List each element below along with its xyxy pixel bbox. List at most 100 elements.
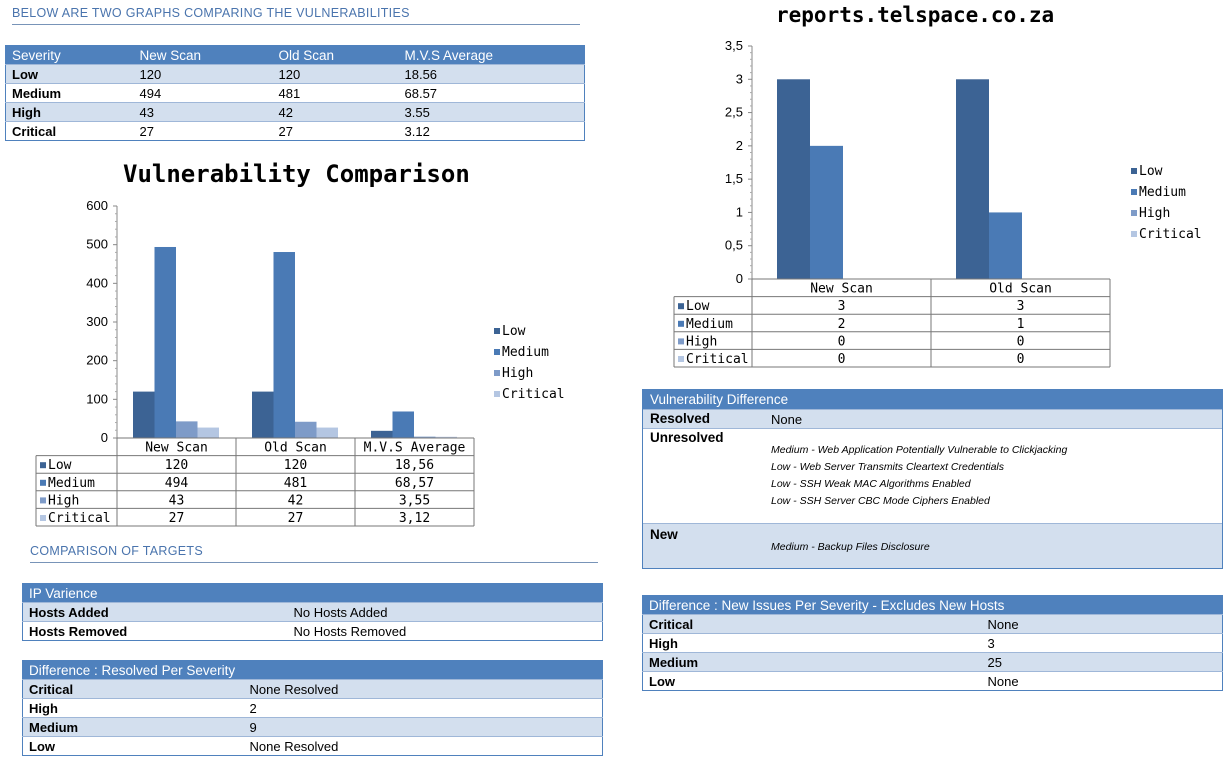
data-label: 120 [284,458,307,473]
row-value: None [981,671,1223,691]
resolved-value: None [771,412,803,427]
value-cell: 43 [133,102,273,122]
legend-swatch-icon [40,462,46,469]
table-row: Critical None Resolved [22,679,603,699]
legend-label: Medium [1139,185,1186,200]
value-cell: 3.55 [398,102,585,122]
row-value: None [981,614,1223,634]
severity-cell: Critical [5,121,134,141]
unresolved-row: Unresolved Medium - Web Application Pote… [643,428,1222,523]
legend-label: Critical [1139,227,1202,242]
data-label: 120 [165,458,188,473]
table-row: High 2 [22,698,603,718]
bar-low-2 [956,79,989,280]
new-row: New Medium - Backup Files Disclosure [643,523,1222,568]
row-key: High [22,698,244,718]
data-label: 0 [838,352,846,367]
data-label: 3 [838,299,846,314]
y-tick-label: 0 [736,271,743,286]
table-row: Medium 494 481 68.57 [5,83,585,103]
y-tick-label: 0 [101,430,108,445]
bar-critical-3 [435,436,457,438]
value-cell: 494 [133,83,273,103]
data-table-grid [35,437,475,527]
bar-low-1 [777,79,810,280]
legend-label: Medium [502,345,549,360]
row-key: Hosts Removed [22,621,288,641]
resolved-label: Resolved [650,411,711,426]
severity-cell: High [5,102,134,122]
bar-medium-1 [154,246,176,438]
bar-high-1 [176,421,198,438]
row-key: Low [22,736,244,756]
category-label: Old Scan [264,441,327,456]
table-row: Low None Resolved [22,736,603,756]
row-value: 2 [243,698,603,718]
intro-heading: BELOW ARE TWO GRAPHS COMPARING THE VULNE… [12,6,580,25]
row-value: No Hosts Removed [287,621,603,641]
y-tick-label: 2 [736,138,743,153]
data-label: 2 [838,317,846,332]
col-old-scan: Old Scan [272,45,399,65]
data-label: 0 [1017,334,1025,349]
unresolved-label: Unresolved [650,430,724,445]
value-cell: 68.57 [398,83,585,103]
unresolved-item: Medium - Web Application Potentially Vul… [771,444,1068,456]
y-tick-label: 1,5 [725,171,743,186]
row-key: Low [642,671,982,691]
unresolved-item: Low - Web Server Transmits Cleartext Cre… [771,461,1005,473]
chart1-title: Vulnerability Comparison [123,160,470,188]
legend-swatch-icon [1131,168,1137,174]
resolved-per-severity-table: Difference : Resolved Per Severity Criti… [22,660,603,756]
severity-cell: Medium [5,83,134,103]
value-cell: 120 [133,64,273,84]
category-label: Old Scan [989,282,1052,297]
data-label: 494 [165,476,189,491]
data-label: 3 [1017,299,1025,314]
y-tick-label: 200 [86,353,108,368]
table-row: Low 120 120 18.56 [5,64,585,84]
resolved-row: Resolved None [643,409,1222,428]
category-label: New Scan [145,441,208,456]
legend-swatch-icon [494,370,500,376]
value-cell: 42 [272,102,399,122]
data-label: 27 [169,511,185,526]
legend-label: Low [502,324,526,339]
unresolved-item: Low - SSH Server CBC Mode Ciphers Enable… [771,495,990,507]
table-row: Hosts Added No Hosts Added [22,602,603,622]
legend-swatch-icon [40,497,46,504]
table-series-label: Critical [686,352,749,367]
legend-swatch-icon [40,479,46,486]
value-cell: 27 [272,121,399,141]
legend-swatch-icon [494,391,500,397]
new-issues-title: Difference : New Issues Per Severity - E… [642,595,1223,615]
new-item: Medium - Backup Files Disclosure [771,541,930,553]
legend-swatch-icon [1131,210,1137,216]
legend-label: High [1139,206,1170,221]
table-series-label: Medium [48,476,95,491]
y-tick-label: 0,5 [725,238,743,253]
legend-swatch-icon [678,356,684,362]
severity-cell: Low [5,64,134,84]
row-value: 25 [981,652,1223,672]
y-tick-label: 3,5 [725,38,743,53]
data-table-grid [673,278,1111,368]
vulnerability-difference-panel: Vulnerability Difference Resolved None U… [642,389,1223,569]
y-tick-label: 2,5 [725,105,743,120]
legend-label: Critical [502,387,565,402]
data-label: 27 [288,511,304,526]
legend-swatch-icon [678,320,684,327]
data-label: 1 [1017,317,1025,332]
summary-header-row: Severity New Scan Old Scan M.V.S Average [5,45,585,65]
category-label: New Scan [810,282,873,297]
bar-medium-3 [392,411,414,438]
col-mvs-average: M.V.S Average [398,45,585,65]
bar-low-2 [252,391,274,438]
row-key: Medium [22,717,244,737]
chart2-title: reports.telspace.co.za [776,3,1055,27]
data-label: 0 [1017,352,1025,367]
bar-medium-2 [989,212,1022,279]
bar-high-2 [295,421,317,438]
col-severity: Severity [5,45,134,65]
ip-variance-title: IP Varience [22,583,603,603]
